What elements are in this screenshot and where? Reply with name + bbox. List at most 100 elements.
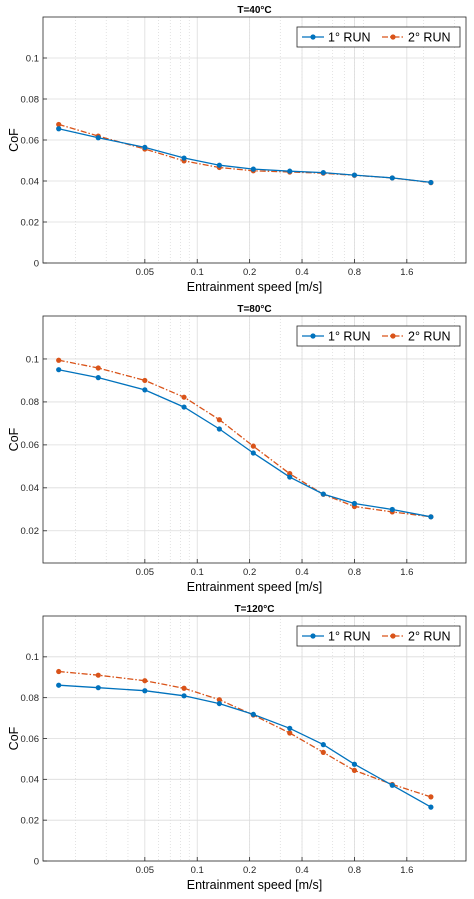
legend-box [296, 26, 461, 48]
data-point [389, 782, 395, 788]
legend: 1° RUN 2° RUN [296, 26, 461, 48]
y-tick-label: 0.06 [21, 135, 40, 146]
x-tick-label: 0.2 [243, 267, 256, 278]
x-tick-label: 0.05 [136, 567, 155, 578]
legend-label: 2° RUN [408, 330, 451, 344]
x-tick-label: 0.1 [191, 567, 204, 578]
data-point [320, 742, 326, 748]
y-tick-label: 0 [34, 258, 39, 269]
data-point [181, 394, 187, 400]
legend-swatch-marker [310, 633, 316, 639]
y-tick-label: 0.06 [21, 734, 40, 745]
y-tick-label: 0.04 [21, 176, 40, 187]
legend-label: 1° RUN [328, 630, 371, 644]
y-axis-label: CoF [7, 128, 21, 152]
y-tick-label: 0.1 [26, 354, 39, 365]
data-point [142, 678, 148, 684]
data-point [216, 426, 222, 432]
chart-title: T=80°C [237, 304, 271, 315]
legend-label: 1° RUN [328, 31, 371, 45]
legend-swatch-marker [390, 333, 396, 339]
data-point [56, 357, 62, 363]
chart-title: T=120°C [235, 604, 275, 615]
data-point [216, 162, 222, 168]
x-tick-label: 0.4 [295, 267, 308, 278]
y-tick-label: 0.06 [21, 440, 40, 451]
data-point [181, 685, 187, 691]
data-point [428, 804, 434, 810]
data-point [250, 711, 256, 718]
data-point [389, 175, 395, 181]
data-point [95, 375, 101, 381]
x-tick-label: 0.2 [243, 567, 256, 578]
data-point [142, 387, 148, 393]
data-point [428, 179, 434, 186]
data-point [142, 688, 148, 694]
x-tick-label: 0.2 [243, 865, 256, 876]
x-tick-label: 0.05 [136, 865, 155, 876]
data-point [56, 126, 62, 132]
data-point [95, 685, 101, 691]
x-axis-label: Entrainment speed [m/s] [187, 280, 322, 294]
y-tick-label: 0.1 [26, 652, 39, 663]
x-tick-label: 1.6 [400, 267, 413, 278]
data-point [389, 506, 395, 513]
data-point [56, 682, 62, 688]
data-point [56, 668, 62, 675]
data-point [351, 172, 358, 178]
chart-title: T=40°C [237, 5, 271, 16]
data-point [351, 761, 358, 767]
data-point [428, 514, 434, 520]
data-point [181, 155, 187, 161]
legend-label: 2° RUN [408, 630, 451, 644]
legend-label: 1° RUN [328, 330, 371, 344]
x-tick-label: 0.8 [348, 267, 361, 278]
legend-label: 2° RUN [408, 31, 451, 45]
data-point [142, 144, 148, 150]
data-point [95, 135, 101, 141]
legend-swatch-marker [310, 333, 316, 339]
y-tick-label: 0.08 [21, 397, 40, 408]
x-tick-label: 0.1 [191, 267, 204, 278]
data-point [216, 417, 222, 423]
y-axis-label: CoF [7, 726, 21, 750]
legend-swatch-marker [390, 633, 396, 639]
data-point [320, 491, 326, 497]
y-axis-label: CoF [7, 427, 21, 451]
x-tick-label: 0.8 [348, 865, 361, 876]
data-point [250, 450, 256, 456]
y-tick-label: 0.04 [21, 775, 40, 786]
data-point [142, 377, 148, 384]
x-tick-label: 1.6 [400, 865, 413, 876]
x-tick-label: 0.05 [136, 267, 155, 278]
data-point [351, 767, 358, 773]
data-point [287, 730, 293, 736]
axes-box [42, 315, 467, 564]
x-axis-label: Entrainment speed [m/s] [187, 580, 322, 594]
x-tick-label: 0.4 [295, 567, 308, 578]
data-point [95, 365, 101, 371]
data-point [56, 121, 62, 128]
x-tick-label: 0.4 [295, 865, 308, 876]
data-point [216, 697, 222, 703]
data-point [351, 500, 358, 507]
data-point [287, 474, 293, 480]
data-point [250, 443, 256, 449]
y-tick-label: 0.04 [21, 483, 40, 494]
data-point [287, 168, 293, 174]
data-point [320, 749, 326, 755]
plot-area [43, 316, 466, 563]
data-point [216, 700, 222, 707]
legend-swatch-marker [390, 34, 396, 40]
y-tick-label: 0.1 [26, 53, 39, 64]
y-tick-label: 0 [34, 856, 39, 867]
legend-box [296, 325, 461, 347]
data-point [181, 693, 187, 699]
x-tick-label: 1.6 [400, 567, 413, 578]
legend-swatch-marker [310, 34, 316, 40]
data-point [287, 725, 293, 731]
data-point [250, 166, 256, 172]
y-tick-label: 0.02 [21, 526, 40, 537]
data-point [320, 169, 326, 176]
